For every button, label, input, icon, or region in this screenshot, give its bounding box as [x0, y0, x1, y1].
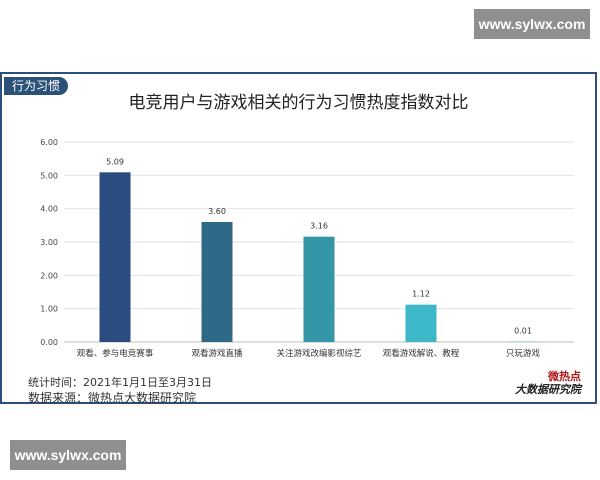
bar	[303, 236, 335, 342]
data-label: 5.09	[106, 157, 124, 166]
y-tick-label: 3.00	[40, 238, 58, 247]
bar	[405, 304, 437, 342]
y-tick-label: 2.00	[40, 271, 58, 280]
y-tick-label: 0.00	[40, 338, 58, 347]
bar-chart: 0.00 1.00 2.00 3.00 4.00 5.00 6.00 5.09 观看、参与电竞赛…	[40, 138, 574, 359]
brand-logo: 微热点 大数据研究院	[515, 370, 581, 396]
data-label: 1.12	[412, 290, 430, 299]
y-tick-label: 6.00	[40, 138, 58, 147]
data-label: 0.01	[514, 327, 532, 336]
logo-line2: 大数据研究院	[515, 383, 581, 396]
bar	[99, 172, 131, 342]
data-source: 数据来源：微热点大数据研究院	[28, 391, 197, 405]
y-tick-label: 5.00	[40, 171, 58, 180]
data-label: 3.16	[310, 222, 328, 231]
statistics-period: 统计时间：2021年1月1日至3月31日	[28, 376, 212, 389]
logo-line1: 微热点	[548, 370, 581, 383]
watermark-top: www.sylwx.com	[474, 9, 590, 39]
chart-title: 电竞用户与游戏相关的行为习惯热度指数对比	[128, 93, 469, 113]
x-tick-label: 观看游戏解说、教程	[383, 348, 460, 359]
x-tick-label: 观看、参与电竞赛事	[77, 348, 154, 359]
x-tick-label: 观看游戏直播	[191, 348, 243, 359]
y-tick-label: 1.00	[40, 305, 58, 314]
chart-card: 行为习惯 电竞用户与游戏相关的行为习惯热度指数对比 0.00 1.00 2.00 3.…	[0, 72, 597, 405]
bar	[201, 222, 233, 342]
x-tick-label: 只玩游戏	[506, 348, 541, 359]
watermark-bottom: www.sylwx.com	[10, 440, 126, 470]
data-label: 3.60	[208, 207, 226, 216]
category-tag: 行为习惯	[4, 77, 69, 95]
x-tick-label: 关注游戏改编影视综艺	[276, 348, 361, 359]
y-tick-label: 4.00	[40, 205, 58, 214]
